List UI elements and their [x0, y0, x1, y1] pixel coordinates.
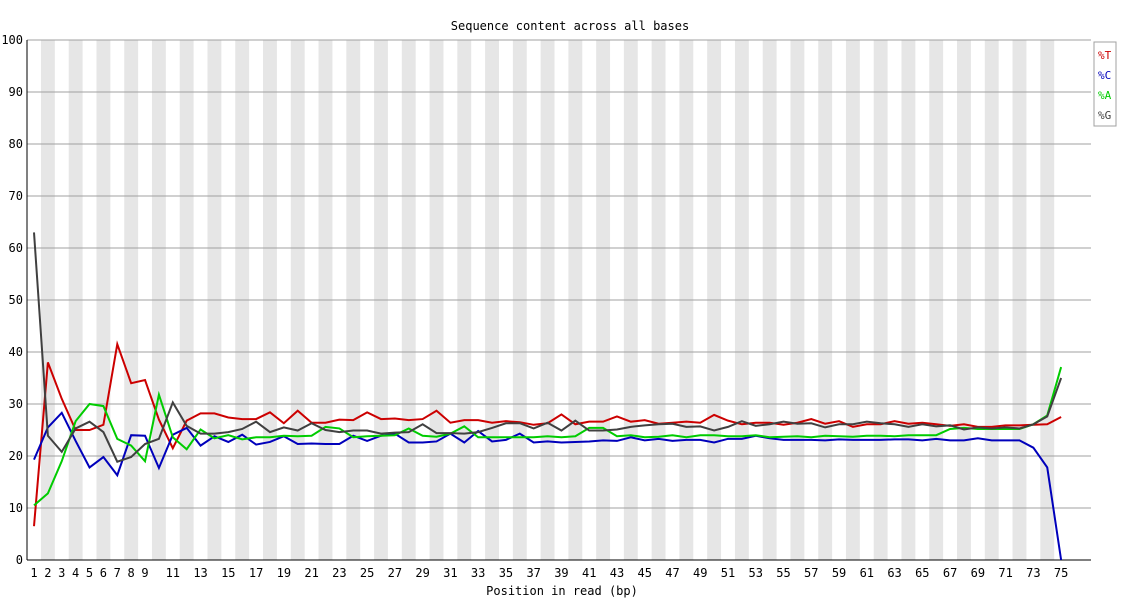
- x-tick-label: 63: [887, 566, 901, 580]
- x-tick-label: 35: [499, 566, 513, 580]
- x-tick-label: 4: [72, 566, 79, 580]
- y-tick-label: 30: [9, 397, 23, 411]
- x-tick-label: 47: [665, 566, 679, 580]
- series-line-pct-c: [33, 411, 1063, 561]
- x-tick-label: 67: [943, 566, 957, 580]
- y-tick-labels: 0 10 20 30 40 50 60 70 80 90 100: [1, 33, 23, 567]
- x-tick-label: 11: [166, 566, 180, 580]
- y-tick-label: 0: [16, 553, 23, 567]
- series-line-pct-a: [33, 366, 1063, 507]
- x-tick-label: 19: [277, 566, 291, 580]
- x-tick-label: 75: [1054, 566, 1068, 580]
- y-tick-label: 10: [9, 501, 23, 515]
- y-tick-label: 20: [9, 449, 23, 463]
- y-tick-label: 40: [9, 345, 23, 359]
- x-tick-label: 65: [915, 566, 929, 580]
- x-tick-label: 49: [693, 566, 707, 580]
- x-axis-title: Position in read (bp): [486, 584, 638, 598]
- x-tick-label: 1: [30, 566, 37, 580]
- x-tick-label: 51: [721, 566, 735, 580]
- x-tick-label: 73: [1026, 566, 1040, 580]
- series-line-pct-g: [33, 232, 1063, 463]
- series-lines: [33, 232, 1063, 561]
- x-tick-label: 41: [582, 566, 596, 580]
- x-tick-label: 7: [114, 566, 121, 580]
- x-tick-label: 8: [128, 566, 135, 580]
- x-tick-label: 15: [221, 566, 235, 580]
- legend-entry: %A: [1098, 89, 1112, 102]
- x-tick-label: 6: [100, 566, 107, 580]
- x-tick-label: 25: [360, 566, 374, 580]
- x-tick-label: 3: [58, 566, 65, 580]
- x-tick-label: 61: [860, 566, 874, 580]
- x-tick-label: 53: [749, 566, 763, 580]
- y-tick-label: 100: [1, 33, 23, 47]
- y-tick-label: 70: [9, 189, 23, 203]
- x-tick-label: 17: [249, 566, 263, 580]
- legend-box: [1093, 41, 1117, 127]
- x-tick-label: 69: [971, 566, 985, 580]
- x-tick-label: 37: [526, 566, 540, 580]
- x-tick-label: 59: [832, 566, 846, 580]
- x-tick-label: 23: [332, 566, 346, 580]
- x-tick-label: 13: [193, 566, 207, 580]
- horizontal-gridlines: [27, 39, 1091, 509]
- x-tick-label: 9: [141, 566, 148, 580]
- y-tick-label: 50: [9, 293, 23, 307]
- y-tick-label: 60: [9, 241, 23, 255]
- x-tick-label: 57: [804, 566, 818, 580]
- x-tick-label: 45: [637, 566, 651, 580]
- y-tick-label: 80: [9, 137, 23, 151]
- y-tick-label: 90: [9, 85, 23, 99]
- x-tick-label: 31: [443, 566, 457, 580]
- legend-entry: %T: [1098, 49, 1112, 62]
- x-tick-label: 55: [776, 566, 790, 580]
- x-tick-label: 21: [304, 566, 318, 580]
- axes: [26, 40, 1091, 561]
- x-tick-label: 5: [86, 566, 93, 580]
- x-tick-labels: 1 2 3 4 5 6 7 8 9 11 13 15 17 19 21 23 25 27 29 31 33 35 37 39 4…: [30, 566, 1068, 580]
- legend-entry: %C: [1098, 69, 1111, 82]
- chart-title: Sequence content across all bases: [451, 19, 689, 33]
- legend-entry: %G: [1098, 109, 1111, 122]
- x-tick-label: 2: [44, 566, 51, 580]
- x-tick-label: 39: [554, 566, 568, 580]
- x-tick-label: 71: [998, 566, 1012, 580]
- legend: %T %C %A %G: [1093, 41, 1117, 127]
- x-tick-label: 33: [471, 566, 485, 580]
- x-tick-label: 29: [415, 566, 429, 580]
- x-tick-label: 27: [388, 566, 402, 580]
- x-tick-label: 43: [610, 566, 624, 580]
